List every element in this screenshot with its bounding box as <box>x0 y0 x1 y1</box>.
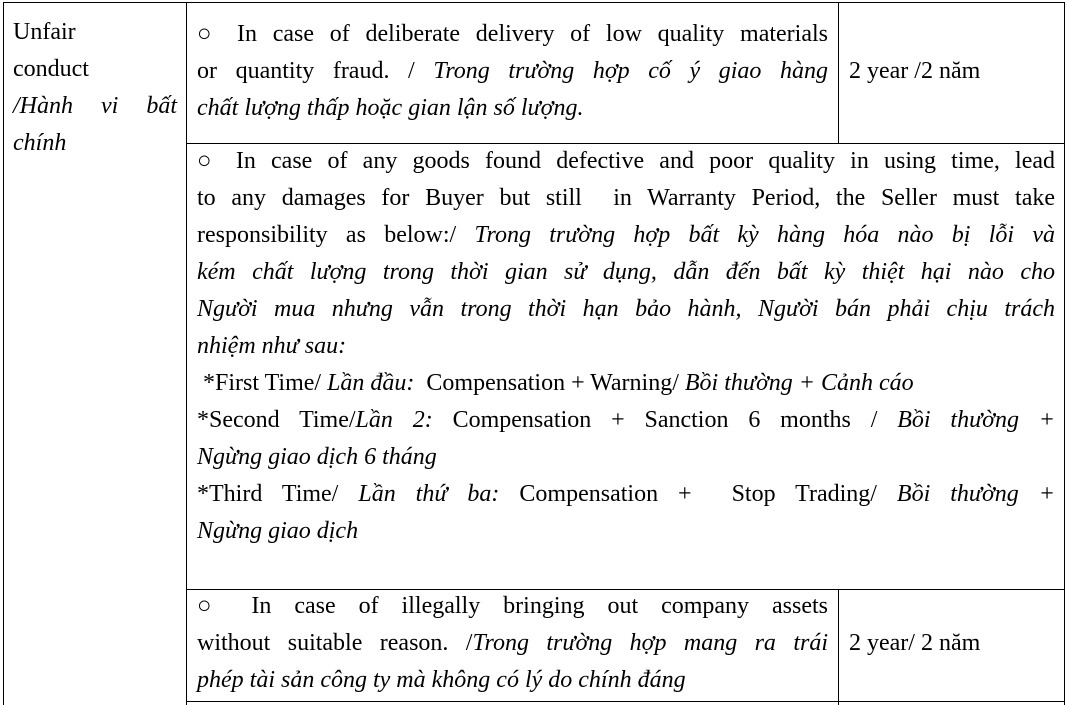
text-line: *Second Time/Lần 2: Compensation + Sanct… <box>197 402 1055 439</box>
text-line: ○ In case of any goods found defective a… <box>197 143 1055 180</box>
vietnamese-text: Trong trường hợp bất kỳ hàng hóa nào bị … <box>474 222 1055 248</box>
text-line: ○ In case of illegally bringing out comp… <box>197 588 828 625</box>
english-text: Compensation + Stop Trading/ <box>499 481 897 507</box>
vietnamese-text: Bồi thường + <box>897 407 1056 433</box>
english-text: ○ In case of illegally bringing out comp… <box>197 593 828 619</box>
english-text: ○ In case of deliberate delivery of low … <box>197 21 828 47</box>
column-divider <box>838 2 839 143</box>
vietnamese-text: chất lượng thấp hoặc gian lận số lượng. <box>197 95 584 121</box>
english-text: Unfair <box>13 19 76 45</box>
vietnamese-text: Bồi thường + <box>896 481 1055 507</box>
english-text: or quantity fraud. / <box>197 58 434 84</box>
text-line: conduct <box>13 51 177 88</box>
vietnamese-text: Lần đầu: <box>327 370 415 396</box>
row-divider <box>186 589 1065 590</box>
vietnamese-text: kém chất lượng trong thời gian sử dụng, … <box>197 259 1055 285</box>
vietnamese-text: chính <box>13 130 67 156</box>
vietnamese-text: Bồi thường + Cảnh cáo <box>684 370 914 396</box>
vietnamese-text: nhiệm như sau: <box>197 333 347 359</box>
text-line: nhiệm như sau: <box>197 328 1055 365</box>
english-text: ○ In case of any goods found defective a… <box>197 148 1055 174</box>
english-text: *Third Time/ <box>197 481 359 507</box>
text-line: Unfair <box>13 14 177 51</box>
text-line: Ngừng giao dịch <box>197 513 1055 550</box>
english-text: *Second Time/ <box>197 407 356 433</box>
row-divider <box>186 143 1065 144</box>
vietnamese-text: Người mua nhưng vẫn trong thời hạn bảo h… <box>197 296 1055 322</box>
text-line: chính <box>13 125 177 162</box>
row-3-period: 2 year/ 2 năm <box>849 630 981 656</box>
column-divider <box>838 589 839 705</box>
table-border-left <box>3 2 4 705</box>
english-text: without suitable reason. / <box>197 630 473 656</box>
text-line: responsibility as below:/ Trong trường h… <box>197 217 1055 254</box>
column-divider <box>186 2 187 705</box>
vietnamese-text: Trong trường hợp cố ý giao hàng <box>433 58 828 84</box>
table-border-top <box>3 2 1065 3</box>
text-line: or quantity fraud. / Trong trường hợp cố… <box>197 53 828 90</box>
text-line: ○ In case of deliberate delivery of low … <box>197 16 828 53</box>
vietnamese-text: Lần 2: <box>355 407 433 433</box>
text-line: phép tài sản công ty mà không có lý do c… <box>197 662 828 699</box>
english-text: *First Time/ <box>197 370 328 396</box>
english-text: Compensation + Sanction 6 months / <box>432 407 898 433</box>
row-divider <box>186 701 1065 702</box>
english-text: to any damages for Buyer but still in Wa… <box>197 185 1055 211</box>
text-line: *First Time/ Lần đầu: Compensation + War… <box>197 365 1055 402</box>
text-line: /Hành vi bất <box>13 88 177 125</box>
text-line: without suitable reason. /Trong trường h… <box>197 625 828 662</box>
english-text: Compensation + Warning/ <box>414 370 685 396</box>
vietnamese-text: Trong trường hợp mang ra trái <box>472 630 828 656</box>
vietnamese-text: Lần thứ ba: <box>358 481 500 507</box>
text-line: Người mua nhưng vẫn trong thời hạn bảo h… <box>197 291 1055 328</box>
vietnamese-text: phép tài sản công ty mà không có lý do c… <box>197 667 686 693</box>
row-1-period: 2 year /2 năm <box>849 58 981 84</box>
english-text: conduct <box>13 56 89 82</box>
text-line: to any damages for Buyer but still in Wa… <box>197 180 1055 217</box>
vietnamese-text: Ngừng giao dịch 6 tháng <box>197 444 437 470</box>
text-line: *Third Time/ Lần thứ ba: Compensation + … <box>197 476 1055 513</box>
table-border-right <box>1064 2 1065 705</box>
text-line: kém chất lượng trong thời gian sử dụng, … <box>197 254 1055 291</box>
english-text: responsibility as below:/ <box>197 222 475 248</box>
vietnamese-text: Ngừng giao dịch <box>197 518 359 544</box>
text-line: Ngừng giao dịch 6 tháng <box>197 439 1055 476</box>
vietnamese-text: /Hành vi bất <box>13 93 177 119</box>
text-line: chất lượng thấp hoặc gian lận số lượng. <box>197 90 828 127</box>
